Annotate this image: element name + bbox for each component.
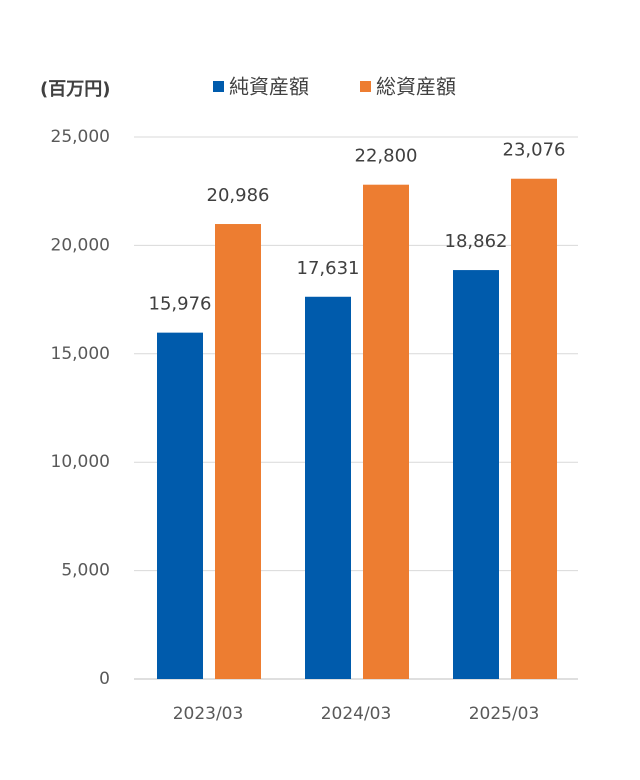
y-tick-label: 25,000 [51, 127, 110, 147]
y-axis-unit: (百万円) [40, 79, 110, 100]
y-tick-label: 10,000 [51, 452, 110, 472]
y-tick-label: 15,000 [51, 344, 110, 364]
legend-swatch [213, 81, 224, 92]
x-tick-label: 2025/03 [469, 704, 540, 724]
bar [453, 270, 499, 679]
data-label: 17,631 [297, 258, 360, 279]
data-label: 20,986 [207, 185, 270, 206]
y-tick-label: 5,000 [61, 561, 110, 581]
bar [511, 178, 557, 679]
x-tick-label: 2024/03 [321, 704, 392, 724]
data-label: 15,976 [149, 294, 212, 315]
bar [305, 296, 351, 679]
bar [363, 184, 409, 680]
data-label: 18,862 [445, 231, 508, 252]
bar [157, 332, 203, 679]
data-label: 23,076 [503, 140, 566, 161]
y-tick-label: 20,000 [51, 235, 110, 255]
data-label: 22,800 [355, 146, 418, 167]
legend-label: 純資産額 [229, 75, 309, 99]
y-tick-label: 0 [99, 669, 110, 689]
legend-label: 総資産額 [376, 75, 456, 99]
bar [215, 224, 261, 680]
x-tick-label: 2023/03 [173, 704, 244, 724]
legend-swatch [360, 81, 371, 92]
